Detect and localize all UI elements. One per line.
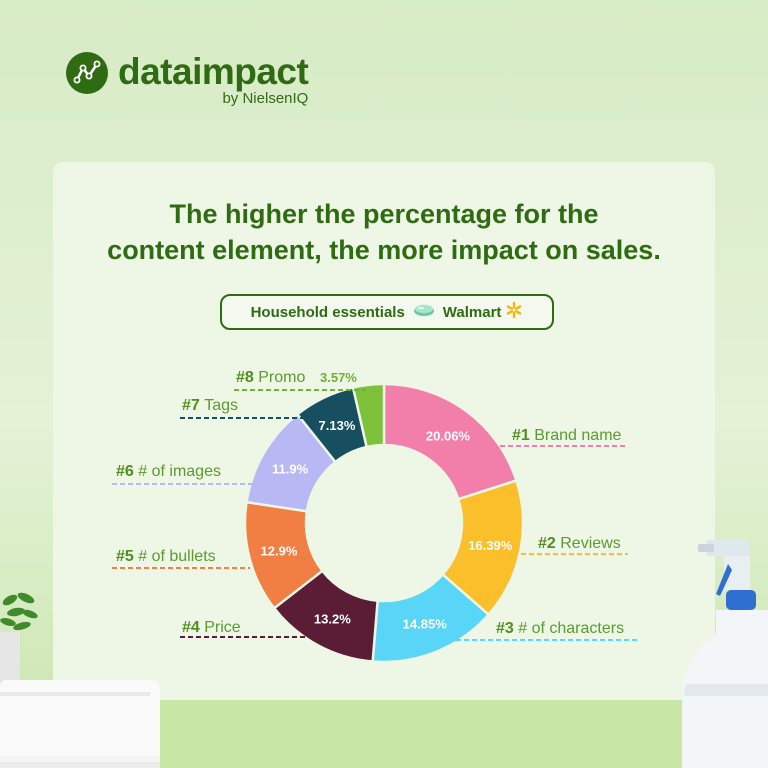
headline-line-1: The higher the percentage for the: [169, 199, 599, 229]
plant-pot: [0, 632, 20, 684]
category-label-5: #5 # of bullets: [116, 548, 216, 565]
category-label-7: #7 Tags: [182, 397, 238, 414]
towel-fold-line: [0, 692, 150, 696]
slice-value-label: 3.57%: [320, 370, 357, 385]
slice-value-label: 7.13%: [319, 418, 356, 433]
slice-value-label: 16.39%: [468, 538, 513, 553]
dataimpact-logo-icon: [66, 52, 108, 94]
walmart-spark-icon: [505, 301, 523, 324]
retailer-label: Walmart: [442, 303, 502, 321]
brand-name: dataimpact: [118, 51, 309, 92]
slice-value-label: 20.06%: [426, 428, 471, 443]
plant-icon: [0, 592, 38, 631]
category-label-4: #4 Price: [182, 619, 241, 636]
category-label: Household essentials: [250, 303, 405, 321]
category-pill: Household essentials Walmart: [220, 294, 554, 330]
slice-value-label: 14.85%: [403, 617, 448, 632]
headline: The higher the percentage for the conten…: [53, 196, 715, 268]
slice-value-label: 11.9%: [272, 462, 309, 477]
category-label-2: #2 Reviews: [538, 535, 621, 552]
slice-value-label: 13.2%: [314, 611, 351, 626]
brand-header: dataimpact by NielsenIQ: [66, 51, 309, 107]
category-label-3: #3 # of characters: [496, 620, 624, 637]
category-label-1: #1 Brand name: [512, 427, 622, 444]
headline-line-2: content element, the more impact on sale…: [107, 235, 661, 265]
category-label-6: #6 # of images: [116, 463, 221, 480]
category-label-8: #8 Promo: [236, 369, 305, 386]
brand-subtitle: by NielsenIQ: [222, 90, 309, 107]
spray-bottle-icon: [682, 540, 768, 768]
donut-slice-8: [351, 382, 386, 449]
slice-value-label: 12.9%: [261, 543, 298, 558]
soap-icon: [413, 303, 435, 321]
